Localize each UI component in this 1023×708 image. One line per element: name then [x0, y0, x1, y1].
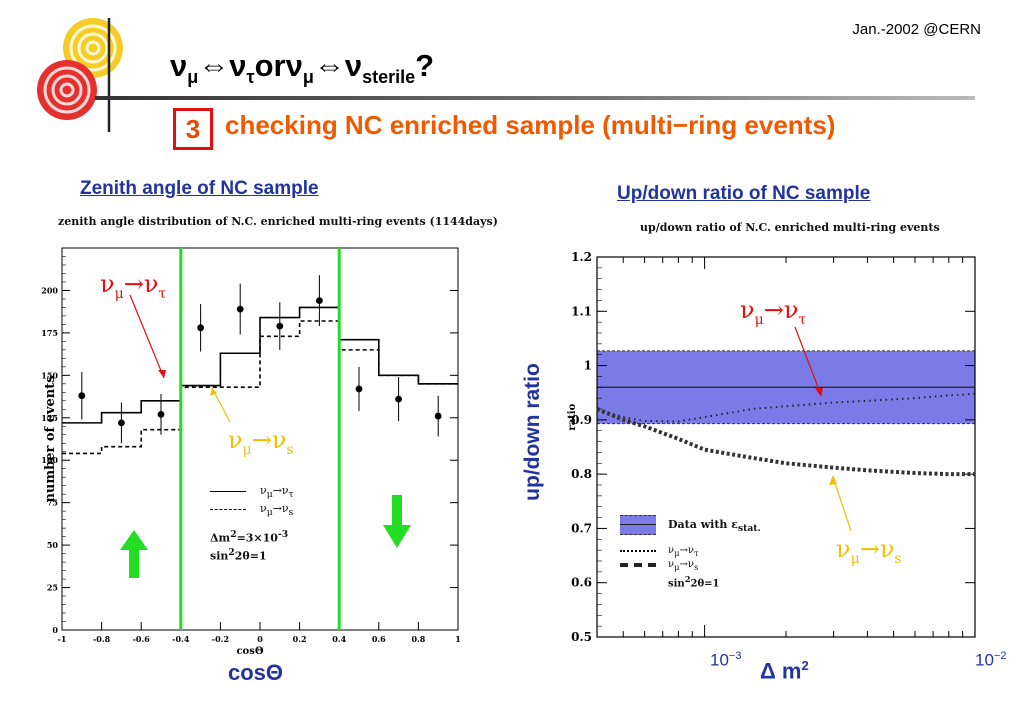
data-point [78, 392, 86, 400]
legend-entry-tau: νμ→ντ [620, 545, 761, 559]
x-tick-label: -0.8 [93, 634, 111, 644]
right-tick-1e-2: 10−2 [975, 650, 1007, 670]
annotation-arrowhead-tau [158, 370, 166, 378]
y-tick-label: 100 [41, 455, 58, 465]
updown-ratio-chart: 0.5 0.6 0.7 0.8 0.9 1 1.1 1.2 ratio [567, 250, 976, 644]
y-axis-label: number of events [43, 375, 58, 502]
data-point [157, 410, 165, 418]
y-tick-label: 1.2 [571, 250, 592, 264]
legend-entry-band: Data with εstat. [620, 515, 761, 535]
data-point [355, 385, 363, 393]
left-annotation-s: νμ→νs [228, 426, 294, 458]
legend-param-sin: sin22θ=1 [668, 574, 720, 590]
histogram-sterile [62, 320, 458, 455]
series-sterile-curve [596, 407, 975, 477]
annotation-arrow-tau [794, 326, 822, 396]
y-tick-label: 0.8 [571, 467, 592, 481]
right-legend: Data with εstat. νμ→ντ νμ→νs sin22θ=1 [620, 515, 761, 591]
date-stamp: Jan.-2002 @CERN [852, 21, 981, 38]
step-number-box: 3 [173, 108, 213, 150]
y-tick-label: 0.5 [571, 630, 592, 644]
x-axis-label: cosΘ [236, 646, 263, 657]
right-tick-1e-3: 10−3 [710, 650, 742, 670]
legend-entry-s: νμ→νs [210, 502, 294, 520]
legend-param-sin: sin22θ=1 [210, 547, 267, 563]
x-tick-label: 0.4 [332, 634, 346, 644]
red-rings-icon [37, 60, 97, 120]
y-tick-label: 0.6 [571, 576, 592, 590]
y-tick-label: 150 [41, 370, 58, 380]
x-tick-label: -1 [58, 634, 67, 644]
annotation-arrowhead-s [210, 388, 217, 396]
data-point [236, 305, 244, 313]
data-point [197, 324, 205, 332]
x-tick-label: 1 [455, 634, 461, 644]
down-arrow-icon [383, 495, 411, 548]
y-tick-label: 0.7 [571, 521, 592, 535]
x-tick-label: -0.2 [212, 634, 229, 644]
annotation-arrowhead-tau [815, 388, 823, 397]
x-tick-label: 0.6 [372, 634, 386, 644]
y-tick-label: 1.1 [571, 304, 592, 318]
right-big-xlabel: Δ m2 [760, 658, 809, 684]
right-big-ylabel: up/down ratio [521, 363, 544, 501]
cern-logo [37, 18, 123, 132]
data-point [316, 297, 323, 305]
y-tick-label: 75 [47, 498, 58, 508]
left-plot-title: zenith angle distribution of N.C. enrich… [58, 215, 498, 228]
y-tick-label: 175 [41, 328, 58, 338]
y-tick-label: 1 [584, 359, 592, 373]
x-tick-label: 0.2 [293, 634, 307, 644]
annotation-arrow-s [832, 476, 852, 532]
y-tick-label: 25 [47, 583, 58, 593]
legend-param-dm2: Δm2=3×10-3 [210, 529, 289, 546]
left-annotation-tau: νμ→ντ [100, 270, 167, 302]
right-annotation-s: νμ→νs [836, 535, 902, 567]
left-big-xlabel: cosΘ [228, 660, 284, 685]
y-tick-label: 200 [41, 285, 58, 295]
left-legend: νμ→ντ νμ→νs Δm2=3×10-3 sin22θ=1 [210, 484, 294, 564]
y-axis-label: ratio [567, 403, 578, 430]
y-tick-label: 0 [52, 625, 58, 635]
annotation-arrow-tau [129, 294, 165, 379]
y-tick-label: 0.9 [571, 413, 592, 427]
data-point [434, 412, 442, 420]
page-subtitle: checking NC enriched sample (multi−ring … [225, 110, 836, 140]
x-tick-label: -0.6 [133, 634, 151, 644]
data-point [118, 419, 125, 427]
up-arrow-icon [120, 530, 148, 578]
y-tick-label: 50 [47, 540, 59, 550]
annotation-arrowhead-s [829, 475, 837, 485]
x-tick-label: 0.8 [411, 634, 425, 644]
left-heading: Zenith angle of NC sample [80, 178, 319, 199]
page-title: νμ⇔ντorνμ⇔νsterile? [170, 48, 435, 88]
x-tick-label: 0 [257, 634, 263, 644]
legend-entry-s: νμ→νs [620, 559, 761, 573]
y-tick-label: 125 [41, 413, 58, 423]
right-plot-title: up/down ratio of N.C. enriched multi-rin… [640, 221, 940, 234]
zenith-angle-chart: 0 25 50 75 100 125 150 175 200 -1 -0.8 -0.6 -0.4 -0.2… [41, 247, 461, 657]
right-heading: Up/down ratio of NC sample [617, 183, 871, 204]
x-tick-label: -0.4 [172, 634, 190, 644]
header-rule [95, 96, 975, 100]
legend-entry-tau: νμ→ντ [210, 484, 294, 502]
data-point [276, 322, 284, 330]
right-annotation-tau: νμ→ντ [740, 296, 807, 328]
data-point [395, 395, 402, 403]
